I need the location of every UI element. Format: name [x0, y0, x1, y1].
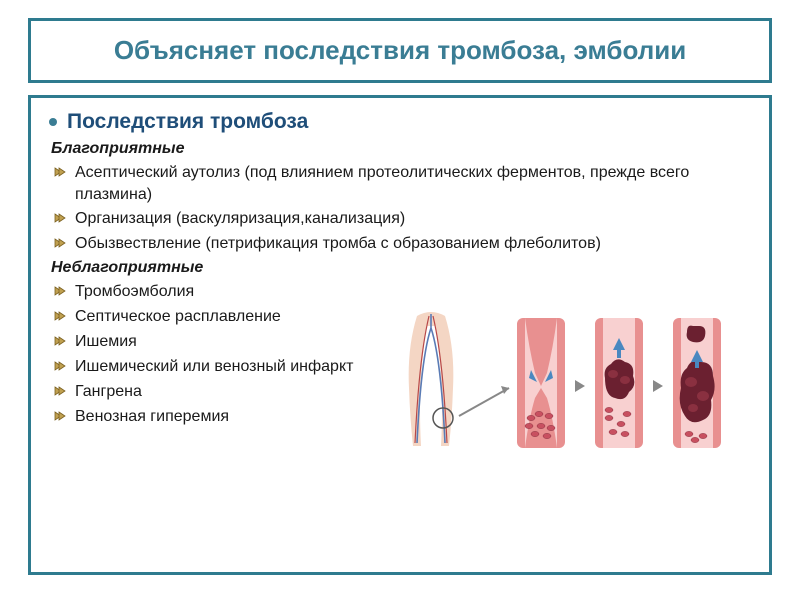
chevron-bullet-icon [53, 284, 67, 303]
chevron-icon [53, 309, 67, 323]
chevron-icon [53, 165, 67, 179]
chevron-icon [53, 334, 67, 348]
favorable-list: Асептический аутолиз (под влиянием проте… [49, 162, 751, 255]
chevron-icon [53, 211, 67, 225]
chevron-icon [53, 359, 67, 373]
favorable-label: Благоприятные [51, 140, 751, 158]
chevron-bullet-icon [53, 211, 67, 230]
list-item-text: Асептический аутолиз (под влиянием проте… [75, 162, 751, 205]
list-item: Тромбоэмболия [53, 281, 751, 303]
list-item: Организация (васкуляризация,канализация) [53, 208, 751, 230]
title-frame: Объясняет последствия тромбоза, эмболии [28, 18, 772, 83]
list-item: Асептический аутолиз (под влиянием проте… [53, 162, 751, 205]
chevron-icon [53, 384, 67, 398]
list-item: Обызвествление (петрификация тромба с об… [53, 233, 751, 255]
list-item-text: Тромбоэмболия [75, 281, 194, 303]
list-item-text: Обызвествление (петрификация тромба с об… [75, 233, 601, 255]
content-heading: Последствия тромбоза [67, 110, 308, 134]
list-item-text: Ишемия [75, 331, 137, 353]
content-frame: Последствия тромбоза Благоприятные Асепт… [28, 95, 772, 575]
list-item-text: Гангрена [75, 381, 142, 403]
list-item-text: Организация (васкуляризация,канализация) [75, 208, 405, 230]
chevron-bullet-icon [53, 359, 67, 378]
list-item-text: Септическое расплавление [75, 306, 281, 328]
unfavorable-label: Неблагоприятные [51, 259, 751, 277]
chevron-icon [53, 236, 67, 250]
chevron-bullet-icon [53, 236, 67, 255]
list-item-text: Венозная гиперемия [75, 406, 229, 428]
chevron-bullet-icon [53, 409, 67, 428]
bullet-dot-icon [49, 118, 57, 126]
slide-title: Объясняет последствия тромбоза, эмболии [51, 35, 749, 66]
chevron-bullet-icon [53, 165, 67, 184]
vessel-diagram-icon [387, 308, 747, 458]
chevron-bullet-icon [53, 384, 67, 403]
heading-row: Последствия тромбоза [49, 110, 751, 134]
list-item-text: Ишемический или венозный инфаркт [75, 356, 353, 378]
chevron-bullet-icon [53, 309, 67, 328]
thrombosis-illustration [387, 308, 747, 458]
chevron-icon [53, 284, 67, 298]
chevron-icon [53, 409, 67, 423]
chevron-bullet-icon [53, 334, 67, 353]
